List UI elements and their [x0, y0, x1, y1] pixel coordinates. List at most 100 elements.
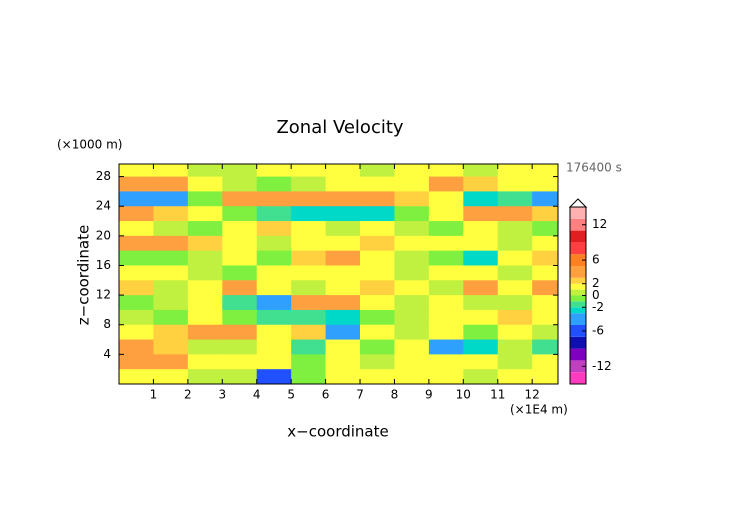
cell	[463, 191, 499, 207]
cell	[532, 354, 558, 370]
cell	[497, 164, 533, 178]
colorbar-tick-label: 6	[592, 253, 600, 267]
cell	[187, 339, 223, 355]
y-tick-label: 4	[103, 347, 111, 361]
cell	[428, 324, 464, 341]
cell	[394, 369, 430, 384]
cell	[119, 250, 154, 266]
x-tick-label: 11	[490, 388, 505, 402]
cell	[463, 250, 499, 266]
cell	[394, 221, 430, 237]
colorbar-tick-label: 0	[592, 288, 600, 302]
cell	[256, 295, 292, 311]
cell	[428, 191, 464, 207]
cell	[256, 324, 292, 341]
cell	[532, 309, 558, 326]
cell	[291, 206, 327, 222]
colorbar-tick-label: -12	[592, 359, 612, 373]
cell	[256, 250, 292, 266]
colorbar-tick-label: -2	[592, 300, 604, 314]
colorbar-segment	[570, 325, 586, 337]
x-tick-label: 2	[184, 388, 192, 402]
cell	[222, 354, 258, 370]
time-label: 176400 s	[566, 161, 622, 175]
cell	[325, 206, 361, 222]
x-tick-label: 8	[391, 388, 399, 402]
cell	[532, 176, 558, 192]
cell	[291, 339, 327, 355]
cell	[325, 339, 361, 355]
cell	[325, 250, 361, 266]
cell	[187, 191, 223, 207]
cell	[497, 265, 533, 281]
cell	[153, 280, 189, 296]
cell	[222, 221, 258, 237]
cell	[428, 176, 464, 192]
cell	[325, 354, 361, 370]
colorbar-segment	[570, 277, 586, 284]
colorbar-segment	[570, 283, 586, 290]
cell	[291, 369, 327, 384]
y-tick-label: 12	[96, 288, 111, 302]
cell	[463, 176, 499, 192]
cell	[187, 265, 223, 281]
cell	[532, 280, 558, 296]
cell	[153, 221, 189, 237]
cell	[222, 265, 258, 281]
x-tick-label: 1	[150, 388, 158, 402]
cell	[532, 221, 558, 237]
cell	[463, 309, 499, 326]
y-axis-label: z−coordinate	[75, 225, 93, 325]
y-tick-label: 16	[96, 258, 111, 272]
cell	[325, 221, 361, 237]
cell	[119, 191, 154, 207]
cell	[291, 176, 327, 192]
cell	[187, 176, 223, 192]
cell	[463, 235, 499, 252]
colorbar-tick-label: -6	[592, 323, 604, 337]
cell	[256, 164, 292, 178]
cell	[153, 354, 189, 370]
cell	[256, 369, 292, 384]
x-unit: (×1E4 m)	[510, 403, 568, 417]
colorbar-segment	[570, 372, 586, 384]
cell	[153, 176, 189, 192]
colorbar-segment	[570, 207, 586, 219]
cell	[222, 324, 258, 341]
colorbar-segment	[570, 218, 586, 231]
cell	[497, 354, 533, 370]
cell	[428, 221, 464, 237]
cell	[187, 324, 223, 341]
cell	[394, 354, 430, 370]
cell	[428, 280, 464, 296]
cell	[463, 324, 499, 341]
cell	[394, 265, 430, 281]
cell	[532, 265, 558, 281]
cell	[153, 265, 189, 281]
cell	[532, 191, 558, 207]
cell	[256, 176, 292, 192]
colorbar-segment	[570, 242, 586, 255]
cell	[497, 339, 533, 355]
cell	[325, 164, 361, 178]
cell	[256, 354, 292, 370]
cell	[360, 295, 395, 311]
x-tick-label: 5	[287, 388, 295, 402]
cell	[360, 339, 395, 355]
colorbar-segment	[570, 266, 586, 278]
cell	[222, 339, 258, 355]
cell	[428, 339, 464, 355]
x-tick-label: 6	[322, 388, 330, 402]
x-tick-label: 7	[356, 388, 364, 402]
cell	[532, 206, 558, 222]
colorbar-segment	[570, 360, 586, 373]
cell	[463, 265, 499, 281]
cell	[394, 295, 430, 311]
cell	[428, 235, 464, 252]
cell	[222, 295, 258, 311]
cell	[222, 235, 258, 252]
x-tick-label: 4	[253, 388, 261, 402]
cell	[222, 164, 258, 178]
cell	[119, 354, 154, 370]
cell	[153, 164, 189, 178]
